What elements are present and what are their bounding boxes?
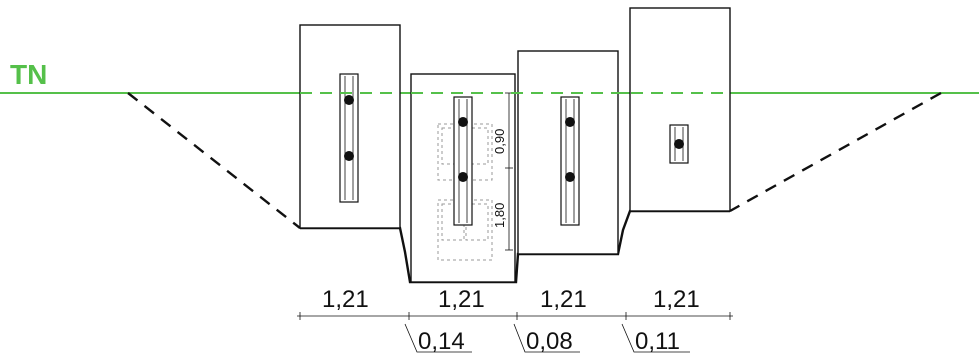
conductor-2a — [458, 117, 468, 127]
width-dimension-line — [297, 312, 733, 320]
slope-right — [729, 91, 942, 213]
width-label-3: 1,21 — [540, 286, 587, 313]
offset-label-1: 0,14 — [418, 328, 465, 355]
width-label-2: 1,21 — [438, 286, 485, 313]
offset-label-3: 0,11 — [635, 328, 680, 355]
conductor-4 — [674, 139, 684, 149]
cable-duct-2 — [453, 96, 473, 226]
conductor-1b — [344, 151, 354, 161]
cable-duct-1 — [339, 73, 359, 203]
width-label-1: 1,21 — [322, 286, 369, 313]
excavation-bottom — [300, 209, 730, 284]
depth-dim-top: 0,90 — [492, 129, 507, 154]
block-4 — [629, 7, 731, 212]
width-label-4: 1,21 — [653, 286, 700, 313]
vertical-dimension — [505, 92, 513, 251]
cable-duct-3 — [560, 96, 580, 226]
conductor-2b — [458, 172, 468, 182]
block-3 — [517, 50, 619, 255]
offset-label-2: 0,08 — [526, 328, 573, 355]
conductor-3a — [565, 117, 575, 127]
ground-label: TN — [10, 59, 47, 90]
cable-duct-4 — [669, 124, 689, 164]
conductor-1a — [344, 95, 354, 105]
slope-left — [127, 92, 301, 229]
block-1 — [299, 24, 401, 229]
depth-dim-bottom: 1,80 — [492, 203, 507, 228]
offset-leaders — [404, 323, 690, 353]
conductor-3b — [565, 172, 575, 182]
